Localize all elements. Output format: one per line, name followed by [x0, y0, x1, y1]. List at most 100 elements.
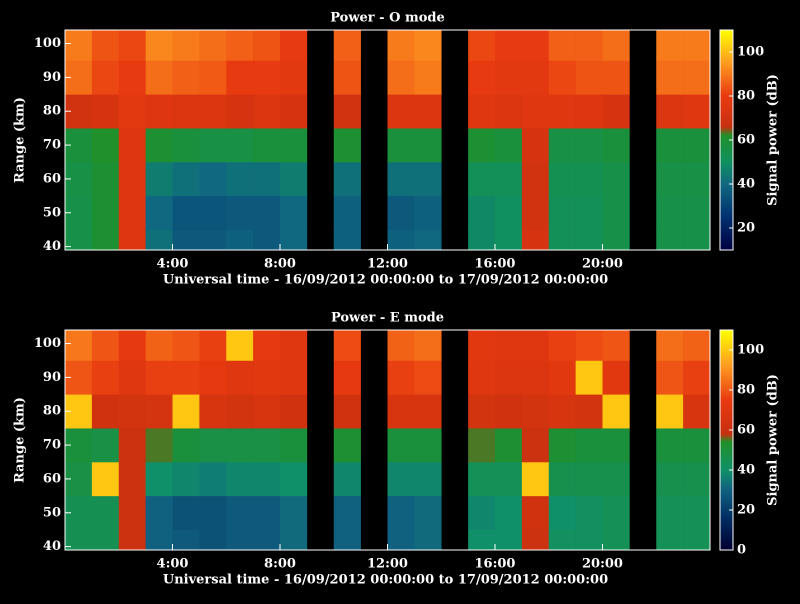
- heat-cell: [575, 195, 603, 230]
- heat-cell: [468, 162, 496, 197]
- heat-cell: [656, 529, 684, 551]
- heat-cell: [495, 30, 523, 61]
- heat-cell: [172, 94, 200, 129]
- heat-cell: [253, 162, 281, 197]
- heat-cell: [280, 94, 308, 129]
- heat-cell: [495, 394, 523, 429]
- heat-cell: [253, 394, 281, 429]
- heat-cell: [333, 394, 361, 429]
- heat-cell: [91, 330, 120, 361]
- heat-cell: [656, 360, 684, 395]
- heat-cell: [172, 529, 200, 551]
- heat-cell: [575, 495, 603, 530]
- y-tick-label: 80: [43, 104, 61, 119]
- heat-cell: [253, 128, 281, 163]
- heat-cell: [65, 529, 93, 551]
- colorbar-tick-label: 40: [737, 177, 755, 192]
- heat-cell: [199, 330, 227, 361]
- heat-cell: [387, 529, 415, 551]
- heat-cell: [253, 330, 281, 361]
- heat-cell: [414, 30, 442, 61]
- colorbar-label: Signal power (dB): [766, 374, 781, 506]
- heat-cell: [468, 360, 496, 395]
- heat-cell: [468, 529, 496, 551]
- heat-cell: [602, 60, 630, 95]
- y-tick-label: 60: [43, 471, 61, 486]
- heat-cell: [521, 60, 550, 95]
- heat-cell: [521, 30, 550, 61]
- heat-cell: [495, 360, 523, 395]
- heat-cell: [333, 195, 361, 230]
- heat-cell: [172, 229, 200, 251]
- heat-cell: [226, 229, 254, 251]
- heat-cell: [145, 195, 173, 230]
- heat-cell: [521, 229, 550, 251]
- heat-cell: [145, 529, 173, 551]
- heat-cell: [495, 162, 523, 197]
- heat-cell: [387, 60, 415, 95]
- heat-cell: [145, 94, 173, 129]
- heat-cell: [387, 462, 415, 497]
- heat-cell: [414, 360, 442, 395]
- heat-cell: [656, 128, 684, 163]
- heat-cell: [575, 30, 603, 61]
- heat-cell: [253, 462, 281, 497]
- heat-cell: [495, 529, 523, 551]
- heat-cell: [468, 128, 496, 163]
- heat-cell: [468, 195, 496, 230]
- heat-cell: [495, 229, 523, 251]
- heat-cell: [548, 162, 576, 197]
- heat-cell: [387, 128, 415, 163]
- heat-cell: [172, 462, 200, 497]
- heat-cell: [387, 330, 415, 361]
- heat-cell: [333, 360, 361, 395]
- y-tick-label: 70: [43, 438, 61, 453]
- heat-cell: [91, 94, 120, 129]
- heat-cell: [602, 128, 630, 163]
- heat-cell: [414, 529, 442, 551]
- heat-cell: [414, 162, 442, 197]
- heat-cell: [118, 394, 146, 429]
- heat-cell: [602, 428, 630, 463]
- heat-cell: [280, 128, 308, 163]
- heat-cell: [548, 394, 576, 429]
- heat-cell: [280, 30, 308, 61]
- x-tick-label: 12:00: [367, 557, 408, 572]
- x-tick-label: 4:00: [157, 557, 189, 572]
- heat-cell: [414, 128, 442, 163]
- heat-cell: [91, 162, 120, 197]
- heat-cell: [145, 462, 173, 497]
- heat-cell: [333, 529, 361, 551]
- heat-cell: [172, 428, 200, 463]
- heat-cell: [495, 428, 523, 463]
- x-tick-label: 16:00: [475, 257, 516, 272]
- heat-cell: [602, 229, 630, 251]
- y-tick-label: 80: [43, 404, 61, 419]
- heat-cell: [118, 30, 146, 61]
- heat-cell: [575, 94, 603, 129]
- heat-cell: [145, 330, 173, 361]
- heat-cell: [602, 529, 630, 551]
- heat-cell: [656, 428, 684, 463]
- heat-cell: [656, 495, 684, 530]
- heat-cell: [602, 30, 630, 61]
- heat-cell: [414, 462, 442, 497]
- heat-cell: [199, 30, 227, 61]
- heat-cell: [575, 229, 603, 251]
- heat-cell: [656, 229, 684, 251]
- heat-cell: [602, 394, 630, 429]
- heat-cell: [145, 428, 173, 463]
- y-tick-label: 50: [43, 205, 61, 220]
- heat-cell: [145, 360, 173, 395]
- y-tick-label: 90: [43, 70, 61, 85]
- heat-cell: [91, 229, 120, 251]
- heat-cell: [199, 360, 227, 395]
- heat-cell: [468, 94, 496, 129]
- heat-cell: [683, 495, 711, 530]
- heat-cell: [656, 30, 684, 61]
- heat-cell: [548, 428, 576, 463]
- heat-cell: [226, 495, 254, 530]
- heat-cell: [118, 462, 146, 497]
- panel-title: Power - O mode: [330, 11, 445, 26]
- heat-cell: [548, 94, 576, 129]
